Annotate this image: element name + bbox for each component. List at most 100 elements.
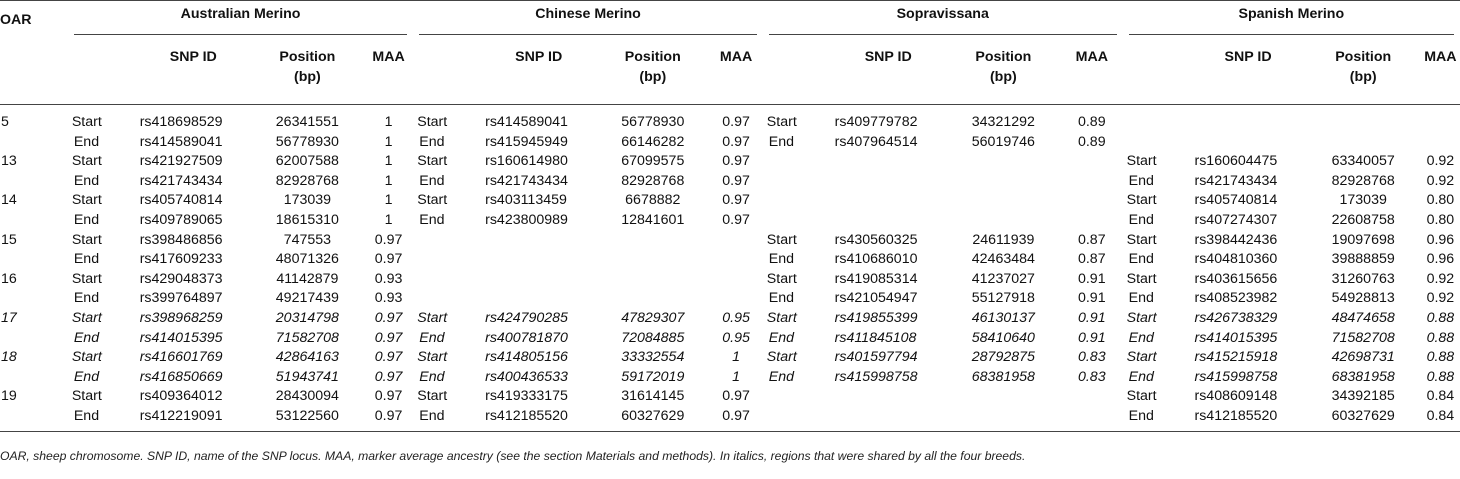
oar-cell: 15: [1, 231, 17, 248]
snp-id-cell: rs416850669: [139, 368, 223, 385]
maa-cell: 0.92: [1426, 290, 1455, 307]
maa-cell: 0.96: [1426, 231, 1455, 248]
maa-cell: 0.87: [1077, 231, 1106, 248]
start-end-cell: [1123, 133, 1191, 153]
snp-id-cell: rs408609148: [1194, 388, 1278, 405]
snp-id-cell: rs418698529: [139, 114, 223, 130]
snp-id-cell: rs409779782: [834, 114, 918, 130]
snp-id-cell: rs414589041: [485, 114, 568, 130]
position-cell: 56778930: [275, 133, 339, 150]
position-cell: 20314798: [275, 309, 339, 326]
maa-cell: [709, 289, 762, 309]
snp-id-cell: rs408523982: [1194, 290, 1278, 307]
snp-id-cell: rs419333175: [485, 388, 568, 405]
start-end-cell: [1123, 105, 1191, 133]
table-row: End rs412219091 53122560 0.97 End rs412185520…: [0, 406, 1460, 432]
oar-cell: 17: [1, 309, 17, 326]
position-cell: [596, 270, 709, 290]
maa-cell: [1421, 133, 1460, 153]
snp-id-cell: rs398486856: [139, 231, 223, 248]
position-cell: 53122560: [250, 406, 364, 432]
position-cell: 6678882: [625, 192, 681, 209]
maa-cell: 1: [384, 133, 393, 150]
start-end-cell: [413, 250, 481, 270]
table-row: End rs409789065 18615310 1 End rs423800989 128…: [0, 211, 1460, 231]
position-cell: 33332554: [621, 349, 685, 366]
snp-id-cell: rs407274307: [1194, 211, 1278, 228]
maa-cell: 0.88: [1426, 349, 1455, 366]
position-cell: [1306, 105, 1421, 133]
start-end-cell: Start: [1126, 153, 1157, 170]
position-cell: 71582708: [1331, 329, 1395, 346]
position-cell: 46130137: [971, 309, 1035, 326]
start-end-cell: [763, 152, 831, 172]
position-cell: 747553: [283, 231, 332, 248]
position-cell: 31614145: [621, 388, 685, 405]
header-position-line1: Position: [624, 49, 681, 65]
position-cell: 34321292: [971, 114, 1035, 130]
header-start-end-blank: [413, 39, 482, 105]
position-cell: 67099575: [621, 153, 685, 170]
header-position-line2: (bp): [989, 69, 1017, 85]
start-end-cell: Start: [71, 114, 102, 130]
header-snp-id: SNP ID: [481, 39, 597, 105]
header-maa: MAA: [1420, 39, 1460, 105]
snp-id-cell: rs399764897: [139, 290, 223, 307]
maa-cell: [1061, 211, 1123, 231]
start-end-cell: End: [419, 368, 445, 385]
header-maa: MAA: [1060, 39, 1123, 105]
snp-id-cell: [481, 270, 596, 290]
position-cell: [596, 289, 709, 309]
snp-id-cell: rs398442436: [1194, 231, 1278, 248]
start-end-cell: Start: [1126, 270, 1157, 287]
maa-cell: 0.97: [374, 251, 403, 268]
header-position-line1: Position: [1335, 49, 1392, 65]
snp-id-cell: [481, 289, 596, 309]
position-cell: 56778930: [621, 114, 685, 130]
maa-cell: 0.97: [374, 368, 403, 385]
oar-cell: [0, 289, 68, 309]
oar-cell: [0, 133, 68, 153]
maa-cell: 0.84: [1426, 388, 1455, 405]
maa-cell: 1: [384, 172, 393, 189]
position-cell: 47829307: [621, 309, 685, 326]
position-cell: 48071326: [275, 251, 339, 268]
start-end-cell: End: [67, 406, 136, 432]
maa-cell: 0.97: [722, 388, 750, 405]
header-position-line2: (bp): [639, 69, 667, 85]
maa-cell: 0.97: [722, 153, 750, 170]
maa-cell: 0.97: [374, 349, 403, 366]
position-cell: 173039: [283, 192, 332, 209]
header-breed-chinese: Chinese Merino: [413, 0, 763, 39]
table-row: 18 Start rs416601769 42864163 0.97 Start rs414…: [0, 348, 1460, 368]
snp-id-cell: rs401597794: [834, 349, 918, 366]
snp-id-cell: [481, 250, 596, 270]
position-cell: 60327629: [1305, 406, 1421, 432]
maa-cell: [1061, 387, 1123, 407]
snp-id-cell: rs398968259: [139, 309, 223, 326]
snp-id-cell: rs421927509: [139, 153, 223, 170]
start-end-cell: End: [73, 251, 100, 268]
start-end-cell: Start: [417, 388, 448, 405]
header-maa: MAA: [363, 39, 414, 105]
maa-cell: 0.89: [1077, 114, 1106, 130]
start-end-cell: Start: [766, 349, 797, 366]
start-end-cell: End: [73, 368, 100, 385]
header-snp-id: SNP ID: [135, 39, 251, 105]
oar-cell: 14: [1, 192, 17, 209]
snp-id-cell: rs410686010: [834, 251, 918, 268]
position-cell: [596, 231, 709, 251]
maa-cell: 0.97: [722, 133, 750, 150]
start-end-cell: Start: [417, 349, 448, 366]
start-end-cell: Start: [417, 153, 448, 170]
position-cell: [946, 172, 1061, 192]
maa-cell: 0.97: [722, 114, 750, 130]
position-cell: 42698731: [1331, 349, 1395, 366]
snp-id-cell: rs160604475: [1194, 153, 1278, 170]
header-position: Position (bp): [596, 39, 710, 105]
maa-cell: 0.88: [1426, 309, 1455, 326]
start-end-cell: Start: [1126, 309, 1157, 326]
header-position: Position (bp): [250, 39, 364, 105]
start-end-cell: End: [73, 290, 100, 307]
maa-cell: 0.97: [374, 231, 403, 248]
